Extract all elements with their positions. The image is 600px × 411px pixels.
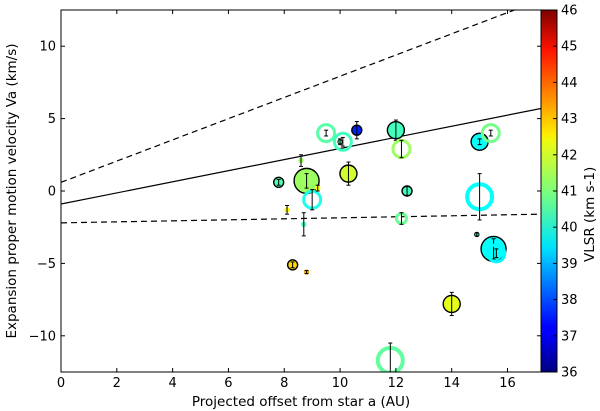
x-tick-label: 6 [224,376,232,391]
colorbar-tick-label: 38 [561,293,578,308]
data-point [391,139,412,160]
colorbar-tick-label: 40 [561,221,578,236]
x-axis-label: Projected offset from star a (AU) [192,394,410,410]
data-point [303,269,310,275]
data-point [301,212,307,237]
data-point [284,204,290,215]
x-tick-label: 16 [499,376,516,391]
x-tick-label: 4 [168,376,176,391]
y-tick-label: 10 [39,40,56,55]
colorbar-tick-label: 37 [561,329,578,344]
x-tick-label: 0 [57,376,65,391]
x-tick-label: 14 [443,376,460,391]
data-point [286,259,299,271]
data-point [474,231,480,238]
data-point [470,132,489,151]
data-point [272,176,285,189]
data-point [465,173,495,221]
colorbar-tick-label: 41 [561,185,578,200]
y-tick-label: 0 [48,185,56,200]
y-tick-label: 5 [48,112,56,127]
data-point [351,120,363,140]
data-point [401,185,413,197]
data-point [337,138,343,146]
data-point [339,161,358,186]
data-point [316,123,337,144]
data-point [486,243,507,264]
x-tick-label: 8 [280,376,288,391]
colorbar-tick-label: 42 [561,148,578,163]
x-tick-label: 10 [332,376,349,391]
colorbar-tick-label: 39 [561,257,578,272]
colorbar-tick-label: 46 [561,4,578,19]
data-point [394,212,408,226]
dashed-bound-line [61,10,517,183]
colorbar-tick-label: 36 [561,366,578,381]
data-point [386,119,406,141]
y-tick-label: −5 [37,257,56,272]
data-point [298,154,304,167]
x-tick-label: 12 [388,376,405,391]
colorbar-tick-label: 45 [561,40,578,55]
data-point [293,167,320,195]
data-point [480,123,501,144]
colorbar-label: VLSR (km s-1) [582,167,598,262]
data-point [302,189,323,211]
data-point [315,184,321,192]
colorbar-tick-label: 44 [561,76,578,91]
y-tick-label: −10 [29,329,56,344]
data-point [442,291,461,317]
x-tick-label: 2 [113,376,121,391]
dashed-bound-line [61,213,541,224]
y-axis-label: Expansion proper motion velocity Va (km/… [4,43,20,338]
colorbar-tick-label: 43 [561,112,578,127]
data-point [332,131,353,152]
